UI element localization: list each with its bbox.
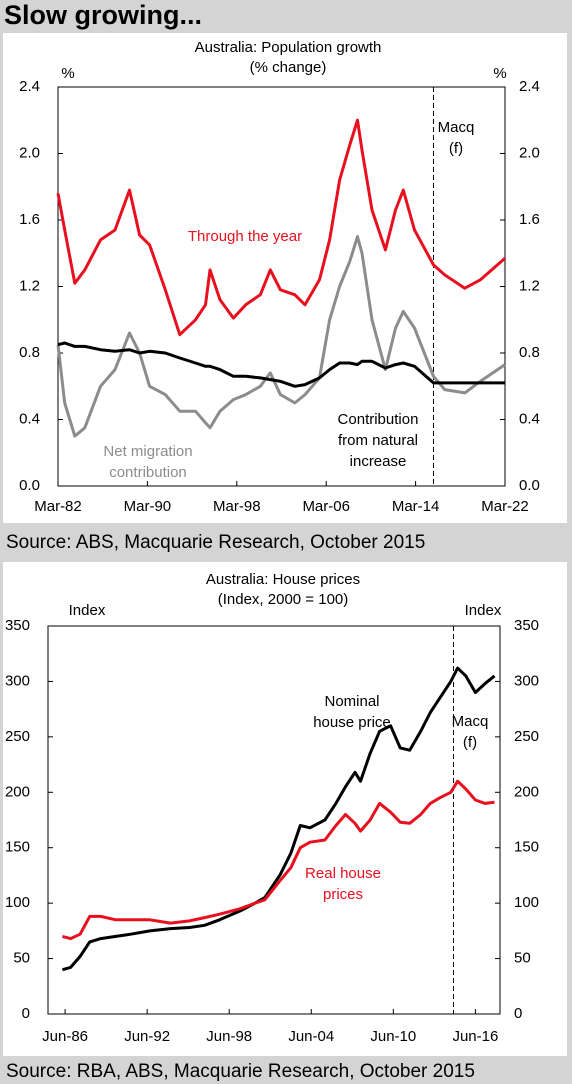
series-line [62, 779, 495, 941]
x-tick-label: Mar-22 [481, 498, 529, 515]
x-tick-label: Mar-06 [302, 498, 350, 515]
annotation: Through the year [188, 228, 302, 245]
annotation: contribution [109, 464, 187, 481]
y2-tick-label: 1.2 [519, 277, 540, 294]
annotation: (f) [463, 734, 477, 751]
x-tick-label: Jun-16 [452, 1028, 498, 1045]
y2-tick-label: 0.4 [519, 410, 540, 427]
series-line [56, 235, 506, 438]
annotation: (f) [449, 140, 463, 157]
y2-axis-label: % [493, 65, 506, 82]
y-tick-label: 0 [22, 1005, 30, 1022]
x-tick-label: Jun-86 [42, 1028, 88, 1045]
annotation: Nominal [324, 693, 379, 710]
y2-tick-label: 0.0 [519, 477, 540, 494]
chart-title: Australia: House prices [206, 571, 360, 588]
annotation: Net migration [103, 443, 192, 460]
x-tick-label: Jun-10 [370, 1028, 416, 1045]
x-tick-label: Mar-98 [213, 498, 261, 515]
series-line [61, 666, 496, 972]
y-tick-label: 100 [5, 894, 30, 911]
y-axis-label: % [61, 65, 74, 82]
y-tick-label: 250 [5, 728, 30, 745]
y-tick-label: 2.0 [19, 144, 40, 161]
x-tick-label: Jun-92 [124, 1028, 170, 1045]
y2-tick-label: 50 [514, 950, 531, 967]
panel [3, 33, 567, 523]
annotation: increase [350, 453, 407, 470]
y-tick-label: 1.2 [19, 277, 40, 294]
annotation: Macq [452, 713, 489, 730]
x-tick-label: Mar-14 [392, 498, 440, 515]
annotation: Contribution [338, 411, 419, 428]
source-note: Source: RBA, ABS, Macquarie Research, Oc… [6, 1061, 475, 1082]
y-tick-label: 300 [5, 672, 30, 689]
y2-axis-label: Index [465, 602, 502, 619]
y2-tick-label: 250 [514, 728, 539, 745]
y2-tick-label: 0 [514, 1005, 522, 1022]
plot-frame [47, 625, 501, 1015]
annotation: house price [313, 714, 391, 731]
y-tick-label: 1.6 [19, 211, 40, 228]
page-title: Slow growing... [4, 0, 202, 30]
series-line [57, 341, 505, 388]
x-tick-label: Mar-82 [34, 498, 82, 515]
x-tick-label: Jun-98 [206, 1028, 252, 1045]
annotation: Macq [438, 119, 475, 136]
y2-tick-label: 1.6 [519, 211, 540, 228]
panel [3, 562, 567, 1056]
y2-tick-label: 2.0 [519, 144, 540, 161]
y2-tick-label: 200 [514, 783, 539, 800]
x-tick-label: Mar-90 [124, 498, 172, 515]
chart-subtitle: (% change) [250, 59, 327, 76]
y-tick-label: 0.8 [19, 344, 40, 361]
y-tick-label: 50 [13, 950, 30, 967]
source-note: Source: ABS, Macquarie Research, October… [6, 532, 425, 553]
plot-frame [57, 86, 506, 487]
y2-tick-label: 2.4 [519, 78, 540, 95]
y2-tick-label: 350 [514, 617, 539, 634]
y-tick-label: 150 [5, 839, 30, 856]
y2-tick-label: 300 [514, 672, 539, 689]
series-line [56, 118, 506, 337]
y-tick-label: 0.4 [19, 410, 40, 427]
annotation: from natural [338, 432, 418, 449]
y2-tick-label: 100 [514, 894, 539, 911]
y-axis-label: Index [69, 602, 106, 619]
y-tick-label: 2.4 [19, 78, 40, 95]
y2-tick-label: 150 [514, 839, 539, 856]
x-tick-label: Jun-04 [288, 1028, 334, 1045]
chart-title: Australia: Population growth [195, 39, 382, 56]
y-tick-label: 200 [5, 783, 30, 800]
chart-subtitle: (Index, 2000 = 100) [218, 591, 349, 608]
y2-tick-label: 0.8 [519, 344, 540, 361]
annotation: prices [323, 886, 363, 903]
y-tick-label: 0.0 [19, 477, 40, 494]
annotation: Real house [305, 865, 381, 882]
y-tick-label: 350 [5, 617, 30, 634]
